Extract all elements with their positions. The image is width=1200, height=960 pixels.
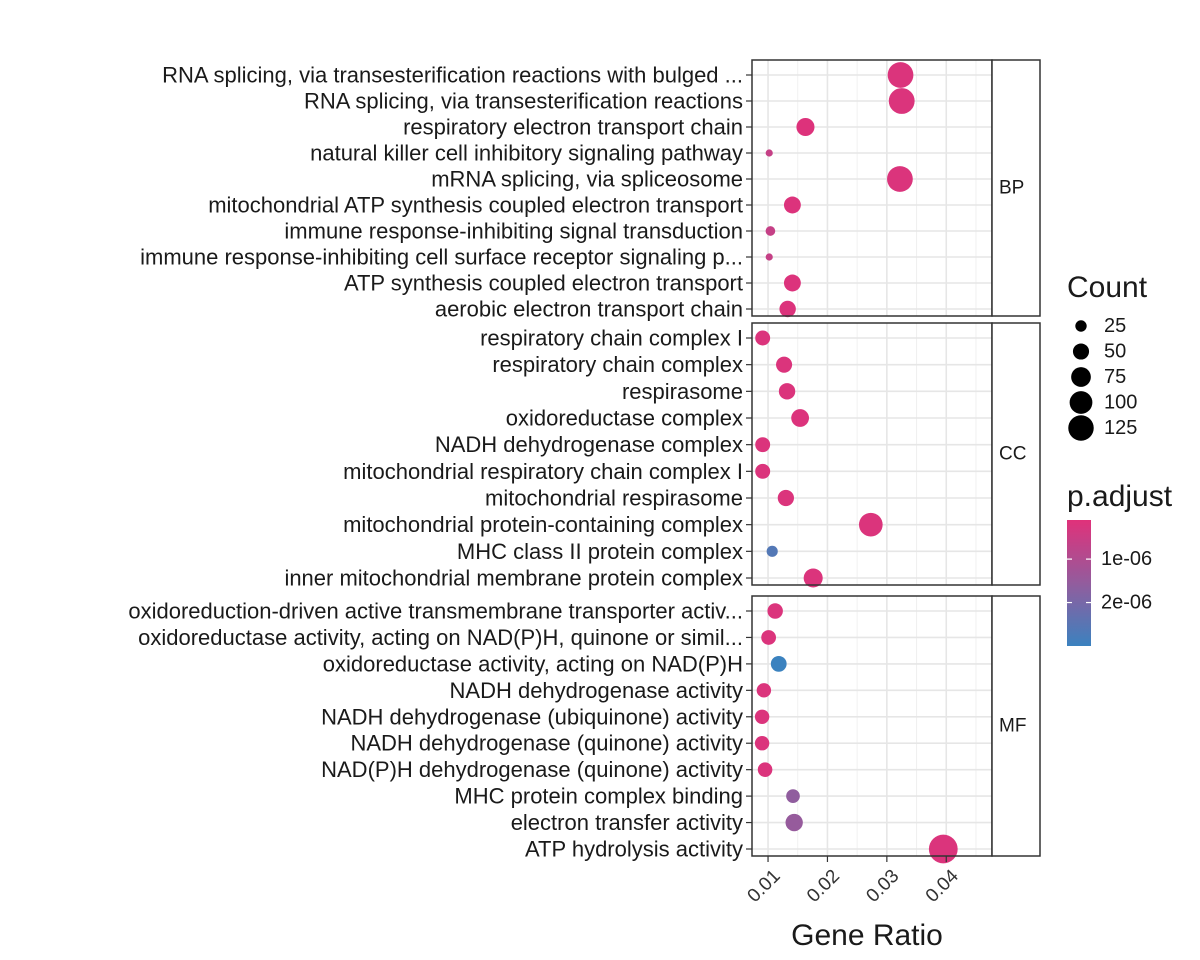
- term-label: respiratory chain complex: [492, 352, 743, 377]
- dot: [777, 489, 794, 507]
- term-label: NADH dehydrogenase (ubiquinone) activity: [321, 704, 743, 729]
- dot: [858, 512, 883, 537]
- size-legend-key: [1075, 320, 1087, 332]
- dot: [785, 813, 803, 832]
- facet-strip: [991, 59, 1041, 317]
- term-label: mRNA splicing, via spliceosome: [431, 167, 743, 192]
- dot: [803, 568, 823, 588]
- term-label: respiratory chain complex I: [480, 326, 743, 351]
- term-label: ATP hydrolysis activity: [525, 837, 743, 862]
- dot: [755, 437, 771, 453]
- dot: [776, 356, 793, 373]
- dot: [783, 196, 801, 214]
- dot: [755, 463, 771, 479]
- dot: [928, 834, 958, 864]
- x-tick-label: 0.04: [922, 865, 963, 906]
- term-label: respirasome: [622, 379, 743, 404]
- size-legend-label: 125: [1104, 417, 1137, 439]
- term-label: immune response-inhibiting signal transd…: [284, 219, 743, 244]
- dot: [791, 409, 810, 427]
- size-legend-label: 25: [1104, 315, 1126, 337]
- term-label: NAD(P)H dehydrogenase (quinone) activity: [321, 757, 743, 782]
- facet-panel-mf: oxidoreduction-driven active transmembra…: [128, 595, 1041, 864]
- size-legend-key: [1071, 367, 1091, 387]
- panel-background: [752, 323, 992, 585]
- term-label: oxidoreductase activity, acting on NAD(P…: [323, 651, 743, 676]
- dot: [756, 683, 772, 698]
- size-legend-label: 50: [1104, 341, 1126, 363]
- dot: [887, 166, 913, 192]
- panel-background: [752, 60, 992, 316]
- term-label: NADH dehydrogenase (quinone) activity: [350, 731, 743, 756]
- dot: [765, 253, 773, 261]
- size-legend-key: [1068, 415, 1094, 441]
- size-legend-key: [1069, 391, 1093, 414]
- term-label: MHC protein complex binding: [454, 784, 743, 809]
- panel-background: [752, 596, 992, 856]
- term-label: respiratory electron transport chain: [403, 115, 743, 140]
- dot: [796, 117, 815, 137]
- dot: [767, 603, 783, 619]
- term-label: NADH dehydrogenase activity: [450, 678, 743, 703]
- term-label: RNA splicing, via transesterification re…: [304, 89, 743, 114]
- color-legend-label: 1e-06: [1101, 548, 1152, 570]
- x-axis-title: Gene Ratio: [791, 919, 943, 952]
- term-label: mitochondrial respirasome: [485, 486, 743, 511]
- dot: [754, 736, 770, 751]
- size-legend-title: Count: [1067, 271, 1148, 304]
- size-legend-label: 75: [1104, 366, 1126, 388]
- dot: [766, 545, 778, 557]
- facet-panels: RNA splicing, via transesterification re…: [128, 59, 1041, 864]
- term-label: natural killer cell inhibitory signaling…: [310, 141, 743, 166]
- term-label: oxidoreductase complex: [506, 406, 743, 431]
- color-legend-bar: [1067, 520, 1091, 646]
- dot: [783, 274, 801, 292]
- term-label: oxidoreductase activity, acting on NAD(P…: [138, 625, 743, 650]
- color-legend-title: p.adjust: [1067, 480, 1173, 513]
- term-label: ATP synthesis coupled electron transport: [344, 271, 743, 296]
- color-legend-label: 2e-06: [1101, 592, 1152, 614]
- dot: [765, 226, 776, 236]
- x-tick-label: 0.02: [803, 866, 844, 907]
- term-label: mitochondrial protein-containing complex: [343, 512, 743, 537]
- term-label: oxidoreduction-driven active transmembra…: [128, 599, 743, 624]
- term-label: aerobic electron transport chain: [435, 297, 743, 322]
- x-tick-label: 0.01: [744, 866, 785, 907]
- legend: Count 25 50 75 100 125 p.adjust 1e-06 2e-06: [1067, 271, 1173, 646]
- dot: [888, 88, 915, 114]
- dot: [786, 789, 800, 803]
- size-legend-key: [1072, 343, 1090, 360]
- dot: [761, 630, 777, 645]
- term-label: NADH dehydrogenase complex: [435, 432, 743, 457]
- size-legend-label: 100: [1104, 392, 1137, 414]
- dot: [754, 709, 770, 724]
- dot: [755, 330, 771, 346]
- term-label: MHC class II protein complex: [457, 539, 743, 564]
- dot: [770, 656, 787, 672]
- dot: [757, 762, 773, 777]
- facet-strip-label: CC: [999, 444, 1026, 465]
- dot: [887, 62, 914, 88]
- facet-panel-bp: RNA splicing, via transesterification re…: [140, 59, 1041, 322]
- term-label: mitochondrial ATP synthesis coupled elec…: [208, 193, 743, 218]
- facet-strip-label: BP: [999, 178, 1024, 199]
- dot: [765, 149, 773, 157]
- facet-strip: [991, 322, 1041, 586]
- term-label: immune response-inhibiting cell surface …: [140, 245, 743, 270]
- dot: [779, 300, 796, 318]
- facet-strip-label: MF: [999, 716, 1026, 737]
- term-label: RNA splicing, via transesterification re…: [162, 63, 743, 88]
- term-label: electron transfer activity: [511, 810, 743, 835]
- dot: [778, 383, 796, 400]
- term-label: inner mitochondrial membrane protein com…: [284, 566, 743, 591]
- term-label: mitochondrial respiratory chain complex …: [343, 459, 743, 484]
- x-tick-label: 0.03: [862, 866, 903, 907]
- x-axis: 0.01 0.02 0.03 0.04: [744, 856, 963, 907]
- facet-strip: [991, 595, 1041, 857]
